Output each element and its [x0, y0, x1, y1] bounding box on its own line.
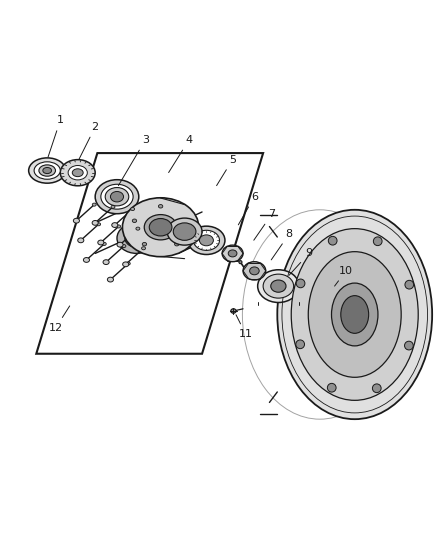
Ellipse shape — [173, 223, 195, 240]
Ellipse shape — [174, 243, 179, 246]
Ellipse shape — [257, 270, 298, 303]
Ellipse shape — [124, 229, 148, 247]
Ellipse shape — [136, 227, 140, 230]
Ellipse shape — [296, 279, 304, 288]
Text: 12: 12 — [49, 306, 70, 333]
Ellipse shape — [126, 262, 130, 265]
Text: 5: 5 — [216, 155, 236, 185]
Ellipse shape — [331, 283, 377, 346]
Ellipse shape — [34, 162, 60, 179]
Ellipse shape — [290, 229, 417, 400]
Ellipse shape — [277, 210, 431, 419]
Ellipse shape — [372, 237, 381, 246]
Ellipse shape — [132, 219, 136, 222]
Ellipse shape — [122, 262, 128, 266]
Ellipse shape — [184, 219, 188, 222]
Ellipse shape — [117, 243, 123, 247]
Ellipse shape — [110, 191, 123, 202]
Ellipse shape — [122, 198, 198, 257]
Ellipse shape — [371, 384, 380, 393]
Ellipse shape — [228, 250, 237, 257]
Ellipse shape — [142, 243, 146, 246]
Ellipse shape — [131, 207, 134, 211]
Text: 1: 1 — [48, 115, 64, 157]
Ellipse shape — [238, 261, 241, 264]
Ellipse shape — [60, 159, 95, 186]
Ellipse shape — [92, 221, 98, 225]
Text: 9: 9 — [288, 248, 312, 276]
Ellipse shape — [98, 240, 104, 245]
Ellipse shape — [111, 205, 115, 208]
Ellipse shape — [193, 230, 219, 251]
Ellipse shape — [96, 223, 100, 226]
Text: 7: 7 — [253, 209, 275, 240]
Ellipse shape — [78, 238, 84, 243]
Ellipse shape — [249, 267, 258, 275]
Ellipse shape — [243, 262, 265, 280]
Ellipse shape — [105, 188, 128, 206]
Ellipse shape — [107, 277, 113, 282]
Text: 2: 2 — [79, 122, 99, 159]
Text: 4: 4 — [168, 135, 192, 173]
Ellipse shape — [117, 225, 120, 228]
Ellipse shape — [103, 260, 109, 264]
Text: 10: 10 — [334, 266, 352, 286]
Ellipse shape — [295, 340, 304, 349]
Ellipse shape — [340, 296, 368, 333]
Text: 6: 6 — [238, 192, 257, 225]
Text: 11: 11 — [236, 315, 252, 339]
Ellipse shape — [307, 252, 400, 377]
Ellipse shape — [141, 247, 145, 250]
Ellipse shape — [73, 219, 79, 223]
Ellipse shape — [83, 257, 89, 262]
Ellipse shape — [158, 205, 162, 208]
Ellipse shape — [199, 235, 213, 246]
Ellipse shape — [43, 167, 51, 174]
Ellipse shape — [328, 236, 336, 245]
Ellipse shape — [404, 280, 413, 289]
Ellipse shape — [187, 226, 224, 254]
Ellipse shape — [327, 383, 336, 392]
Ellipse shape — [270, 280, 286, 292]
Ellipse shape — [117, 223, 156, 253]
Ellipse shape — [28, 158, 66, 183]
Ellipse shape — [101, 184, 133, 209]
Ellipse shape — [102, 243, 106, 245]
Ellipse shape — [68, 166, 87, 180]
Ellipse shape — [144, 215, 177, 240]
Ellipse shape — [39, 165, 55, 176]
Ellipse shape — [92, 203, 96, 206]
Text: 8: 8 — [271, 229, 292, 260]
Ellipse shape — [149, 219, 172, 236]
Ellipse shape — [403, 341, 412, 350]
Ellipse shape — [112, 223, 117, 228]
Ellipse shape — [122, 245, 126, 248]
Ellipse shape — [230, 309, 236, 313]
Ellipse shape — [72, 169, 83, 176]
Ellipse shape — [262, 274, 293, 298]
Ellipse shape — [95, 180, 138, 214]
Ellipse shape — [222, 245, 243, 262]
Text: 3: 3 — [118, 135, 148, 185]
Ellipse shape — [167, 218, 201, 245]
